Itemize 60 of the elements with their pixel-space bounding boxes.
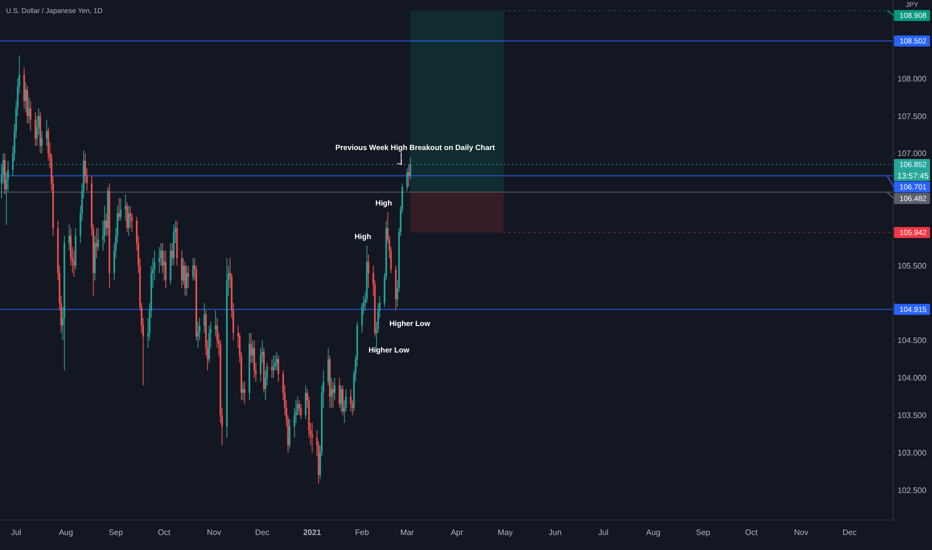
- candlestick: [184, 261, 186, 296]
- candlestick: [158, 246, 160, 274]
- x-tick-label: Apr: [450, 528, 464, 537]
- candlestick: [338, 377, 340, 408]
- candlestick: [164, 250, 167, 288]
- candlestick: [187, 265, 190, 288]
- x-tick-label: Sep: [696, 528, 711, 537]
- candlestick: [30, 100, 32, 132]
- y-tick-label: 103.500: [898, 411, 928, 420]
- y-tick-label: 107.500: [898, 112, 928, 121]
- x-tick-label: Feb: [355, 528, 370, 537]
- candlestick: [28, 96, 30, 124]
- y-tick-label: 107.000: [898, 149, 928, 158]
- candlestick: [182, 258, 184, 285]
- candlestick: [327, 348, 330, 386]
- x-tick-label: Oct: [745, 528, 758, 537]
- x-tick-label: May: [498, 528, 513, 537]
- x-tick-label: 2021: [303, 528, 322, 537]
- x-tick-label: Aug: [58, 528, 74, 537]
- y-tick-label: 102.500: [898, 486, 928, 495]
- candlestick: [68, 224, 70, 252]
- candlestick: [24, 82, 27, 113]
- candlestick: [272, 354, 274, 378]
- y-tick-label: 108.000: [898, 74, 928, 84]
- x-tick-label: Dec: [255, 528, 270, 537]
- x-tick-label: Aug: [646, 528, 660, 537]
- x-tick-label: Nov: [206, 528, 222, 537]
- candlestick: [368, 254, 370, 288]
- candlestick: [46, 119, 48, 146]
- x-tick-label: Dec: [842, 528, 857, 537]
- x-tick-label: Mar: [400, 528, 414, 537]
- x-tick-label: Jul: [598, 528, 609, 537]
- x-tick-label: Oct: [158, 528, 172, 537]
- x-tick-label: Jun: [548, 528, 562, 537]
- candlestick: [118, 198, 120, 222]
- candlestick: [73, 250, 75, 278]
- candlestick: [34, 112, 36, 146]
- candlestick: [128, 205, 130, 236]
- y-tick-label: 104.500: [898, 336, 928, 346]
- candlestick: [271, 358, 273, 378]
- candlestick: [406, 168, 408, 192]
- candlestick: [298, 400, 300, 416]
- x-tick-label: Jul: [10, 528, 22, 537]
- candlestick: [244, 381, 246, 404]
- x-tick-label: Sep: [108, 528, 124, 537]
- text: 13:57:45: [897, 171, 930, 180]
- candlestick: [276, 351, 278, 371]
- candlestick: [300, 404, 302, 420]
- candlestick: [278, 354, 280, 382]
- candlestick: [41, 130, 43, 154]
- candlestick: [192, 258, 194, 281]
- y-tick-label: 103.000: [898, 448, 928, 458]
- y-tick-label: 105.500: [898, 261, 928, 270]
- x-tick-label: Nov: [794, 528, 808, 537]
- candlestick: [253, 340, 256, 378]
- candlestick: [332, 381, 334, 408]
- y-tick-label: 104.000: [898, 374, 928, 383]
- candlestick: [242, 381, 244, 401]
- candlestick: [350, 388, 352, 412]
- candlestick: [124, 194, 126, 222]
